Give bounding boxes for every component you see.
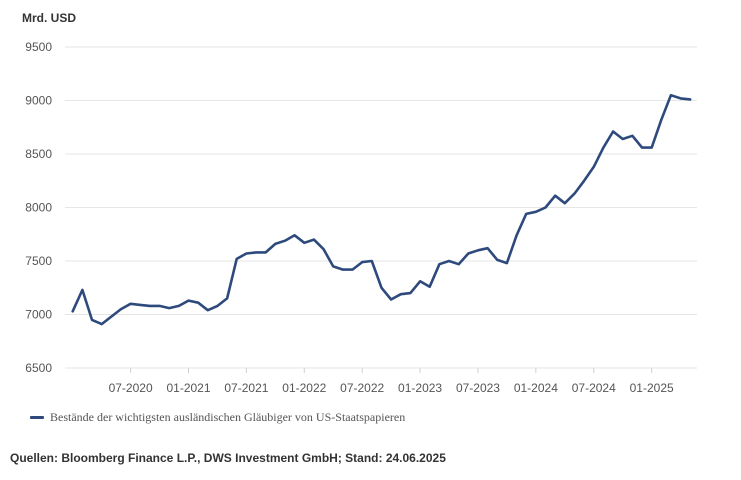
x-tick-label: 01-2024: [514, 381, 558, 395]
y-tick-label: 6500: [25, 361, 52, 375]
x-tick-label: 07-2021: [224, 381, 268, 395]
legend-entry-label: Bestände der wichtigsten ausländischen G…: [50, 410, 406, 424]
x-tick-label: 01-2021: [166, 381, 210, 395]
y-tick-label: 7500: [25, 254, 52, 268]
x-axis-tick-labels: 07-2020 01-2021 07-2021 01-2022 07-2022 01-20…: [109, 368, 674, 395]
x-tick-label: 01-2022: [282, 381, 326, 395]
series-layer: [71, 93, 692, 326]
y-tick-label: 9000: [25, 94, 52, 108]
line-chart: 6500 7000 7500 8000 8500 9000 9500 07-2020 01-2…: [25, 40, 697, 395]
y-tick-label: 7000: [25, 308, 52, 322]
x-tick-label: 07-2020: [109, 381, 153, 395]
gridlines: [65, 46, 697, 369]
x-tick-label: 01-2023: [398, 381, 442, 395]
source-note: Quellen: Bloomberg Finance L.P., DWS Inv…: [10, 451, 446, 465]
legend: Bestände der wichtigsten ausländischen G…: [30, 410, 405, 425]
y-axis-tick-labels: 6500 7000 7500 8000 8500 9000 9500: [25, 40, 52, 375]
x-tick-label: 01-2025: [630, 381, 674, 395]
x-tick-label: 07-2024: [572, 381, 616, 395]
y-axis-unit-label: Mrd. USD: [22, 11, 76, 25]
y-tick-label: 8500: [25, 147, 52, 161]
legend-swatch: [30, 416, 44, 419]
series-line-0: [71, 93, 692, 326]
x-tick-label: 07-2023: [456, 381, 500, 395]
y-tick-label: 8000: [25, 201, 52, 215]
y-tick-label: 9500: [25, 40, 52, 54]
x-tick-label: 07-2022: [340, 381, 384, 395]
